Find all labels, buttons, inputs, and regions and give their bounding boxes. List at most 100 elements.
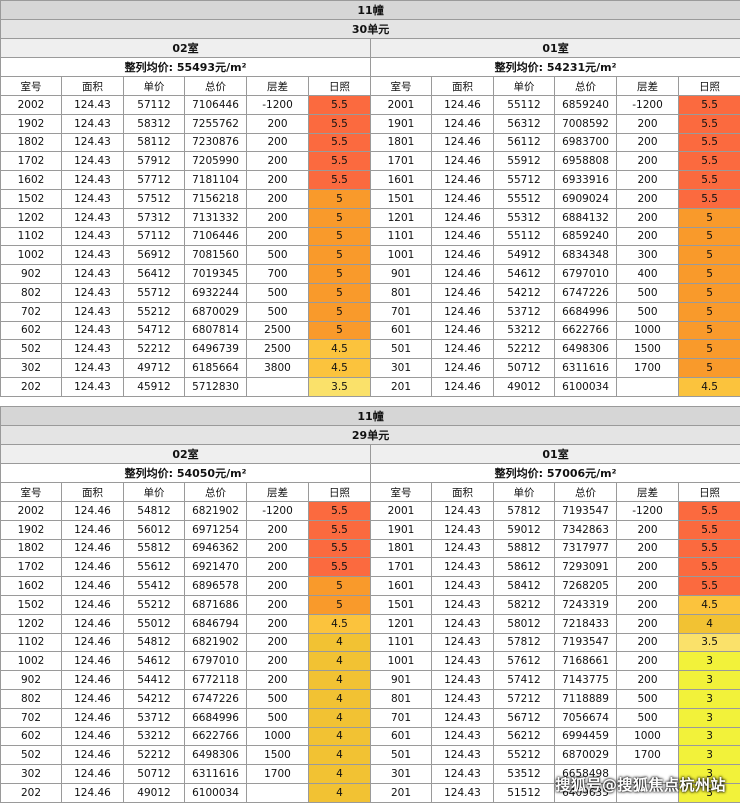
table-cell: 6909024 xyxy=(555,189,617,208)
sunlight-cell: 3 xyxy=(679,671,740,690)
sunlight-cell: 3 xyxy=(679,727,740,746)
sunlight-cell: 5 xyxy=(309,283,371,302)
table-cell: 200 xyxy=(617,577,679,596)
table-cell: 1001 xyxy=(371,652,432,671)
table-cell: 802 xyxy=(1,283,62,302)
sunlight-cell: 5 xyxy=(309,321,371,340)
table-cell: 1602 xyxy=(1,577,62,596)
table-cell: 124.43 xyxy=(62,377,124,396)
table-cell: 124.43 xyxy=(432,746,494,765)
table-cell: 124.46 xyxy=(62,652,124,671)
sunlight-cell: 5 xyxy=(309,227,371,246)
table-cell: 124.46 xyxy=(62,671,124,690)
sunlight-cell: 5 xyxy=(679,208,740,227)
sunlight-cell: 5.5 xyxy=(679,577,740,596)
sunlight-cell: 4 xyxy=(309,633,371,652)
table-cell: 701 xyxy=(371,302,432,321)
sunlight-cell: 3 xyxy=(679,689,740,708)
table-cell: 2002 xyxy=(1,96,62,115)
table-cell: 1501 xyxy=(371,189,432,208)
table-cell: 124.43 xyxy=(62,227,124,246)
sunlight-cell: 4 xyxy=(309,727,371,746)
table-cell: 54812 xyxy=(124,502,185,521)
table-cell: 6884132 xyxy=(555,208,617,227)
table-cell: 500 xyxy=(247,246,309,265)
column-header: 面积 xyxy=(62,483,124,502)
table-cell: 7106446 xyxy=(185,96,247,115)
table-cell: -1200 xyxy=(247,502,309,521)
table-cell: 200 xyxy=(617,595,679,614)
table-cell: 124.43 xyxy=(432,783,494,802)
table-cell: 7342863 xyxy=(555,520,617,539)
unit-30-table-block: 11幢 30单元 02室 01室 整列均价: 55493元/m² 整列均价: 5… xyxy=(0,0,740,397)
table-cell: 7293091 xyxy=(555,558,617,577)
table-cell: 124.46 xyxy=(432,189,494,208)
table-cell: 124.46 xyxy=(432,321,494,340)
sunlight-cell: 3.5 xyxy=(679,633,740,652)
table-cell: 200 xyxy=(247,189,309,208)
table-cell: 200 xyxy=(247,558,309,577)
table-cell: 500 xyxy=(247,302,309,321)
table-cell: 1802 xyxy=(1,539,62,558)
table-cell: 124.43 xyxy=(432,614,494,633)
table-cell: 7218433 xyxy=(555,614,617,633)
table-cell: 1202 xyxy=(1,208,62,227)
sunlight-cell: 5.5 xyxy=(309,171,371,190)
table-cell: 200 xyxy=(617,133,679,152)
table-cell: 53212 xyxy=(494,321,555,340)
table-cell: 1502 xyxy=(1,595,62,614)
table-cell: 7317977 xyxy=(555,539,617,558)
table-cell: 1702 xyxy=(1,558,62,577)
table-cell: 7081560 xyxy=(185,246,247,265)
table-cell: 124.46 xyxy=(432,96,494,115)
table-cell: 1801 xyxy=(371,133,432,152)
column-header: 总价 xyxy=(185,483,247,502)
table-cell: 124.46 xyxy=(432,377,494,396)
sunlight-cell: 5.5 xyxy=(309,539,371,558)
table-cell: 200 xyxy=(617,614,679,633)
table-cell: 50712 xyxy=(494,359,555,378)
table-cell: 7205990 xyxy=(185,152,247,171)
table-cell: 6958808 xyxy=(555,152,617,171)
table-cell: 500 xyxy=(617,302,679,321)
table-cell: 124.43 xyxy=(432,652,494,671)
table-cell: 6933916 xyxy=(555,171,617,190)
table-cell: 124.43 xyxy=(432,502,494,521)
sunlight-cell: 5.5 xyxy=(309,133,371,152)
table-cell: 6896578 xyxy=(185,577,247,596)
table-cell: 124.46 xyxy=(62,708,124,727)
table-cell: 124.43 xyxy=(432,765,494,784)
table-cell: 58012 xyxy=(494,614,555,633)
table-cell: 7056674 xyxy=(555,708,617,727)
table-cell: 124.46 xyxy=(432,114,494,133)
table-cell: 302 xyxy=(1,359,62,378)
table-cell: 6797010 xyxy=(555,265,617,284)
table-cell: 6311616 xyxy=(185,765,247,784)
table-cell: 6821902 xyxy=(185,633,247,652)
table-cell: 53512 xyxy=(494,765,555,784)
table-cell: 2001 xyxy=(371,502,432,521)
table-cell: 124.46 xyxy=(62,746,124,765)
table-cell: 55012 xyxy=(124,614,185,633)
table-cell: 55112 xyxy=(494,227,555,246)
sunlight-cell: 4.5 xyxy=(309,340,371,359)
table-cell: 124.46 xyxy=(432,340,494,359)
table-cell: 124.46 xyxy=(432,133,494,152)
table-cell: 200 xyxy=(617,189,679,208)
table-cell: 56112 xyxy=(494,133,555,152)
table-cell: 57212 xyxy=(494,689,555,708)
table-cell: 54712 xyxy=(124,321,185,340)
table-cell: 124.43 xyxy=(432,633,494,652)
table-cell: 124.43 xyxy=(62,265,124,284)
table-cell: 57112 xyxy=(124,96,185,115)
table-cell: 55112 xyxy=(494,96,555,115)
